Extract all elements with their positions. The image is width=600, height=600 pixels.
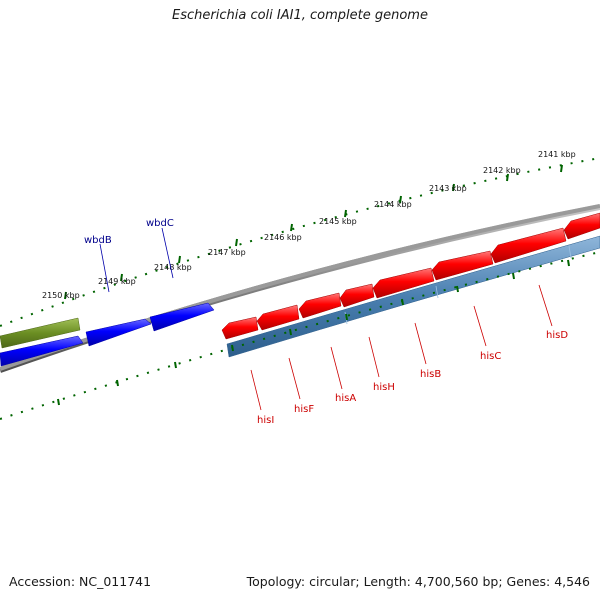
hisB-label: hisB xyxy=(420,369,441,380)
kbp-label-2141: 2141 kbp xyxy=(538,150,576,159)
outer-tick-track xyxy=(0,157,600,327)
red-gene-arrow-hisC[interactable] xyxy=(431,250,494,281)
wbdB-leader xyxy=(99,243,110,293)
kbp-tick-mark xyxy=(178,255,181,264)
reverse-operon-band[interactable] xyxy=(226,235,600,358)
wbdC-label: wbdC xyxy=(146,218,174,229)
kbp-tick-mark xyxy=(120,273,123,282)
hisH-label: hisH xyxy=(373,382,395,393)
hisD-label: hisD xyxy=(546,330,568,341)
hisA-label: hisA xyxy=(335,393,356,404)
wbdC-leader xyxy=(161,227,174,279)
hisF-label: hisF xyxy=(294,404,314,415)
kbp-label-2146: 2146 kbp xyxy=(264,233,302,242)
red-gene-track xyxy=(221,212,600,340)
hisI-label: hisI xyxy=(257,415,274,426)
blue-gene-arrow-wbdC[interactable] xyxy=(149,302,215,332)
blue-gene-arrow[interactable] xyxy=(0,335,84,367)
hisH-leader xyxy=(368,336,380,378)
hisC-label: hisC xyxy=(480,351,501,362)
kbp-label-2147: 2147 kbp xyxy=(208,248,246,257)
red-gene-arrow-hisH[interactable] xyxy=(339,283,375,308)
kbp-label-2145: 2145 kbp xyxy=(319,217,357,226)
kbp-label-2150: 2150 kbp xyxy=(42,291,80,300)
hisA-leader xyxy=(330,346,343,390)
kbp-tick-mark xyxy=(399,195,402,204)
blue-gene-arrow-wbdB[interactable] xyxy=(85,318,152,347)
blue-gene-track xyxy=(0,302,215,367)
kbp-tick-mark xyxy=(506,173,509,182)
hisD-leader xyxy=(538,284,553,327)
red-gene-arrow-hisB[interactable] xyxy=(372,267,435,299)
red-gene-arrow-hisF[interactable] xyxy=(256,304,300,331)
hisC-leader xyxy=(473,305,487,347)
hisI-leader xyxy=(250,369,262,411)
kbp-scale: 2141 kbp 2142 kbp 2143 kbp 2144 kbp 2145… xyxy=(42,150,576,300)
red-gene-arrow-edge[interactable] xyxy=(563,212,600,240)
red-gene-arrow-hisA[interactable] xyxy=(298,292,342,319)
genome-title: Escherichia coli IAI1, complete genome xyxy=(172,8,428,23)
kbp-label-2143: 2143 kbp xyxy=(429,184,467,193)
blue-gene-labels: wbdB wbdC xyxy=(84,218,174,293)
red-gene-arrow-hisI[interactable] xyxy=(221,316,259,340)
red-gene-labels: hisI hisF hisA hisH hisB hisC hisD xyxy=(250,284,568,426)
olive-gene[interactable] xyxy=(0,317,81,349)
kbp-tick-mark xyxy=(290,223,293,232)
genome-summary: Topology: circular; Length: 4,700,560 bp… xyxy=(246,574,590,589)
hisF-leader xyxy=(288,357,301,400)
kbp-tick-mark xyxy=(344,209,347,218)
kbp-tick-mark xyxy=(64,291,67,300)
inner-tick-track xyxy=(0,251,600,420)
kbp-label-2144: 2144 kbp xyxy=(374,200,412,209)
wbdB-label: wbdB xyxy=(84,235,112,246)
kbp-label-2142: 2142 kbp xyxy=(483,166,521,175)
kbp-label-2148: 2148 kbp xyxy=(154,263,192,272)
hisB-leader xyxy=(414,322,427,365)
red-gene-arrow-hisD[interactable] xyxy=(490,227,567,264)
kbp-label-2149: 2149 kbp xyxy=(98,277,136,286)
kbp-tick-mark xyxy=(235,238,238,247)
accession-label: Accession: NC_011741 xyxy=(9,574,152,589)
kbp-tick-mark xyxy=(452,183,455,192)
kbp-tick-mark xyxy=(560,164,563,173)
genome-backbone xyxy=(0,204,600,373)
